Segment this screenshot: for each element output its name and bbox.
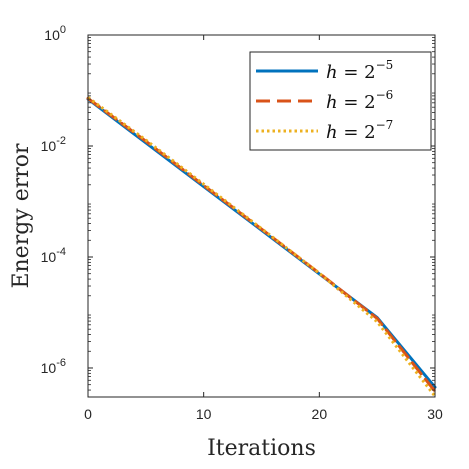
y-tick-label: 10-6 [41, 357, 66, 376]
ticks-layer: 0 10 20 30 100 10-2 10-4 10-6 [41, 24, 443, 422]
y-tick-label: 10-4 [41, 246, 66, 265]
legend: h = 2−5 h = 2−6 h = 2−7 [249, 51, 432, 151]
legend-label-2: h = 2−6 [326, 88, 393, 113]
y-axis-label: Energy error [9, 143, 34, 289]
x-tick-label: 0 [84, 406, 92, 422]
y-tick-label: 100 [44, 24, 66, 43]
x-tick-label: 20 [312, 406, 328, 422]
legend-label-1: h = 2−5 [326, 58, 393, 83]
series-line-3 [87, 96, 437, 398]
x-axis-label: Iterations [207, 436, 316, 461]
x-tick-label: 10 [196, 406, 212, 422]
x-tick-label: 30 [427, 406, 443, 422]
legend-label-3: h = 2−7 [326, 118, 393, 143]
series-layer [86, 96, 437, 398]
axes-layer [87, 34, 436, 398]
plot-frame [87, 34, 436, 398]
y-tick-label: 10-2 [41, 135, 66, 154]
